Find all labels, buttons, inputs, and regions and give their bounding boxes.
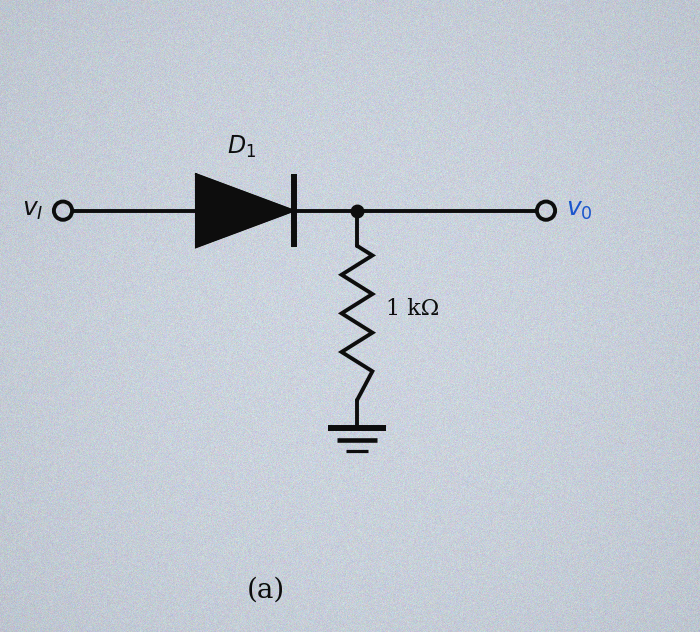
Text: 1 kΩ: 1 kΩ (386, 298, 440, 320)
Text: $D_1$: $D_1$ (227, 134, 256, 160)
Text: $v_I$: $v_I$ (22, 199, 43, 222)
Text: (a): (a) (247, 576, 285, 604)
Text: $v_0$: $v_0$ (566, 199, 592, 222)
Polygon shape (196, 174, 294, 247)
